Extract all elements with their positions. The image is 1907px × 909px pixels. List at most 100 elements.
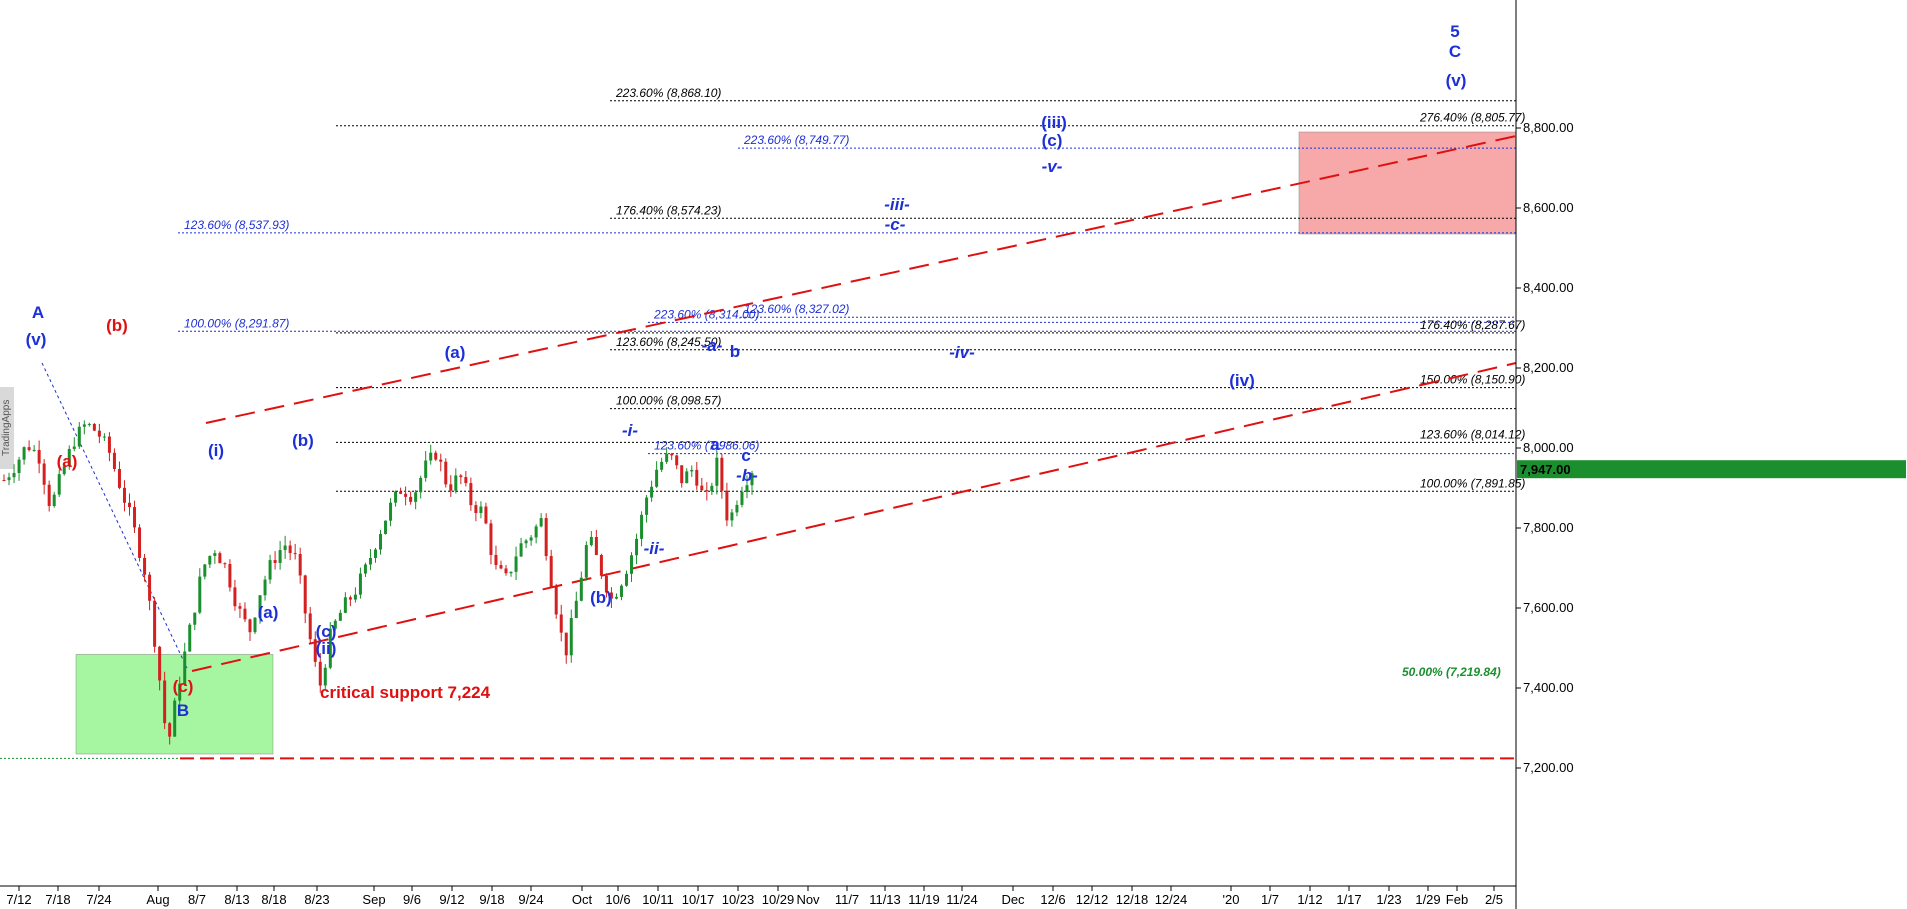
y-axis: 8,800.00 8,600.00 8,400.00 8,200.00 8,000.00… (1515, 0, 1906, 909)
candle-body (549, 556, 553, 587)
candle-body (640, 514, 644, 539)
wave-label: -a- (702, 336, 723, 355)
candle-body (243, 608, 247, 620)
y-tick-label: 7,400.00 (1523, 680, 1574, 695)
candle-body (459, 475, 463, 478)
y-tick-label: 8,800.00 (1523, 120, 1574, 135)
zone-boxes (75, 131, 1517, 755)
x-tick-label: 7/24 (86, 892, 111, 907)
wave-label: -b- (736, 466, 758, 485)
candle-body (434, 452, 438, 460)
candle-body (313, 639, 317, 662)
candle-body (484, 506, 488, 524)
fib-label: 223.60% (8,868.10) (615, 86, 721, 100)
candle-body (429, 452, 433, 461)
candle-body (338, 612, 342, 621)
candle-body (288, 545, 292, 554)
x-tick-label: Dec (1001, 892, 1025, 907)
candle-body (624, 573, 628, 586)
candle-body (153, 600, 157, 647)
y-tick-label: 8,200.00 (1523, 360, 1574, 375)
candle-body (534, 526, 538, 538)
wave-label: (v) (26, 330, 47, 349)
wave-label: a (710, 435, 720, 454)
wave-label: (b) (590, 588, 612, 607)
x-tick-label: 7/12 (6, 892, 31, 907)
wave-labels: A(v)(b)(a)(i)(b)(a)(c)(ii)(c)B(a)(b)-i--… (26, 22, 1467, 720)
candle-body (384, 520, 388, 534)
x-tick-label: 12/24 (1155, 892, 1188, 907)
candle-body (57, 474, 61, 495)
candle-body (690, 469, 694, 472)
candle-body (695, 469, 699, 486)
candle-body (183, 651, 187, 684)
candle-body (645, 497, 649, 515)
fib-label: 123.60% (8,245.50) (616, 335, 721, 349)
x-tick-label: 11/13 (869, 892, 901, 907)
candle-body (72, 446, 76, 449)
wave-label: -ii- (644, 539, 665, 558)
fib-label: 123.60% (8,327.02) (744, 302, 849, 316)
upper-channel-line (205, 135, 1517, 424)
candle-body (117, 468, 121, 488)
candle-body (529, 537, 533, 541)
candle-body (594, 536, 598, 556)
wave-label: -c- (885, 215, 906, 234)
candle-body (730, 512, 734, 521)
candle-body (353, 594, 357, 600)
fib-label: 100.00% (8,291.87) (184, 316, 289, 330)
candle-body (750, 473, 754, 486)
wave-label: (a) (258, 603, 279, 622)
wave-label: (v) (1446, 71, 1467, 90)
candle-body (52, 494, 56, 506)
candle-body (449, 484, 453, 491)
candle-body (47, 484, 51, 506)
candle-body (499, 565, 503, 569)
candle-body (273, 560, 277, 563)
candle-body (419, 477, 423, 493)
candle-body (670, 453, 674, 456)
fib-label: 123.60% (7,986.06) (654, 439, 759, 453)
fib-label: 150.00% (8,150.90) (1420, 373, 1525, 387)
y-tick-label: 8,400.00 (1523, 280, 1574, 295)
candle-body (685, 471, 689, 484)
candle-body (163, 680, 167, 724)
current-price-tag (1517, 460, 1906, 479)
candle-body (168, 723, 172, 737)
candle-body (474, 505, 478, 514)
wave-label: (a) (57, 452, 78, 471)
candle-body (208, 555, 212, 565)
fib-label: 176.40% (8,287.67) (1420, 318, 1525, 332)
wave-label: -iii- (884, 195, 910, 214)
candle-body (268, 560, 272, 580)
candle-body (233, 587, 237, 607)
candle-body (564, 632, 568, 656)
candle-body (328, 628, 332, 668)
candle-body (42, 463, 46, 485)
x-tick-label: 1/12 (1297, 892, 1322, 907)
candle-body (650, 486, 654, 498)
y-tick-label: 7,200.00 (1523, 760, 1574, 775)
x-tick-label: 8/18 (261, 892, 286, 907)
candle-body (67, 448, 71, 467)
candle-body (705, 490, 709, 492)
candle-body (122, 487, 126, 503)
candle-body (414, 492, 418, 502)
wave-label: c (741, 446, 750, 465)
wave-label: (c) (173, 677, 194, 696)
candle-body (87, 423, 91, 425)
candle-body (635, 538, 639, 556)
x-tick-label: 12/12 (1076, 892, 1109, 907)
candle-body (579, 577, 583, 601)
candle-body (464, 477, 468, 484)
candle-body (569, 618, 573, 656)
candle-body (228, 564, 232, 588)
x-tick-label: 12/18 (1116, 892, 1149, 907)
x-tick-label: Feb (1446, 892, 1468, 907)
candle-body (17, 459, 21, 473)
candle-body (509, 571, 513, 574)
candle-body (735, 504, 739, 513)
fib-label: 176.40% (8,574.23) (616, 203, 721, 217)
candle-body (278, 550, 282, 563)
x-tick-label: 10/29 (762, 892, 795, 907)
